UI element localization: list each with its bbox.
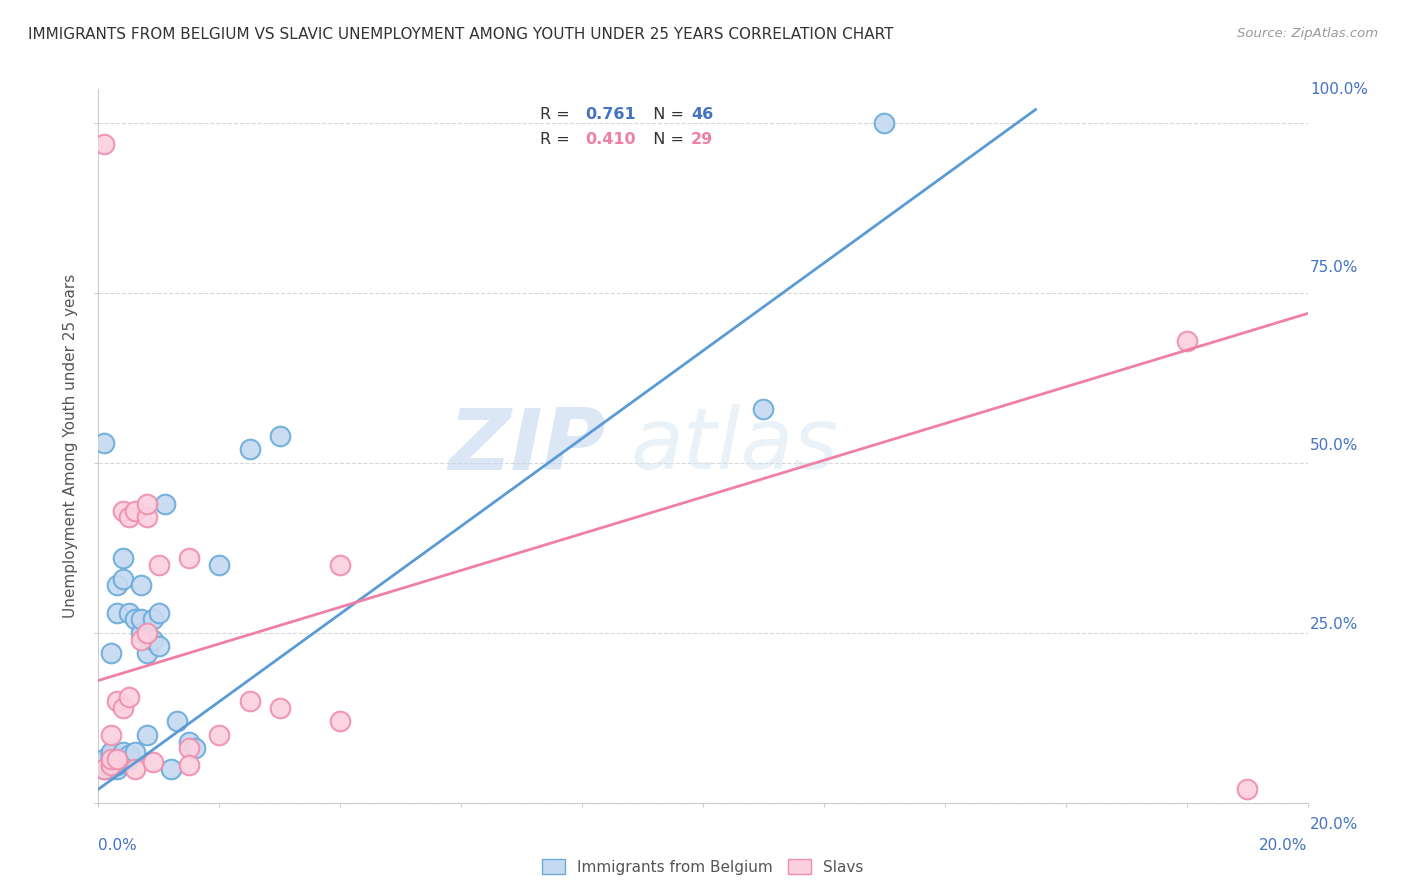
Point [93, 751, 115, 765]
Point [177, 758, 201, 772]
Point [105, 758, 128, 772]
Point [239, 694, 262, 708]
Text: 20.0%: 20.0% [1310, 817, 1358, 832]
Point [118, 606, 141, 620]
Text: 75.0%: 75.0% [1310, 260, 1358, 275]
Text: IMMIGRANTS FROM BELGIUM VS SLAVIC UNEMPLOYMENT AMONG YOUTH UNDER 25 YEARS CORREL: IMMIGRANTS FROM BELGIUM VS SLAVIC UNEMPL… [28, 27, 894, 42]
Point [111, 551, 134, 566]
Point [93, 762, 115, 776]
Point [118, 510, 141, 524]
Point [118, 751, 141, 765]
Point [148, 606, 170, 620]
Text: 29: 29 [690, 132, 713, 146]
Point [111, 755, 134, 769]
Point [1175, 334, 1198, 348]
Point [142, 612, 165, 626]
Point [269, 700, 291, 714]
Point [135, 510, 157, 524]
Point [100, 646, 122, 660]
Point [105, 762, 128, 776]
Point [1236, 782, 1258, 797]
Point [105, 578, 128, 592]
Point [100, 758, 122, 772]
Point [100, 758, 122, 772]
Point [269, 429, 291, 443]
Point [111, 503, 134, 517]
Point [208, 558, 231, 572]
Point [177, 741, 201, 756]
Y-axis label: Unemployment Among Youth under 25 years: Unemployment Among Youth under 25 years [63, 274, 79, 618]
Text: Source: ZipAtlas.com: Source: ZipAtlas.com [1237, 27, 1378, 40]
Point [93, 435, 115, 450]
Point [873, 116, 896, 130]
Point [105, 751, 128, 765]
Point [124, 762, 146, 776]
Point [160, 762, 183, 776]
Point [124, 612, 146, 626]
Text: 100.0%: 100.0% [1310, 82, 1368, 96]
Point [135, 646, 157, 660]
Point [135, 728, 157, 742]
Point [135, 497, 157, 511]
Text: 0.0%: 0.0% [98, 838, 138, 854]
Point [166, 714, 188, 729]
Point [239, 442, 262, 457]
Text: R =: R = [540, 107, 575, 121]
Point [124, 503, 146, 517]
Text: ZIP: ZIP [449, 404, 606, 488]
Point [100, 755, 122, 769]
Point [148, 558, 170, 572]
Point [208, 728, 231, 742]
Point [135, 626, 157, 640]
Point [100, 762, 122, 776]
Point [177, 551, 201, 566]
Point [129, 632, 152, 647]
Point [329, 714, 352, 729]
Point [105, 606, 128, 620]
Legend: Immigrants from Belgium, Slavs: Immigrants from Belgium, Slavs [536, 853, 870, 880]
Point [100, 728, 122, 742]
Point [129, 626, 152, 640]
Point [100, 751, 122, 765]
Point [105, 694, 128, 708]
Point [111, 572, 134, 586]
Point [184, 741, 207, 756]
Point [329, 558, 352, 572]
Point [111, 751, 134, 765]
Point [118, 748, 141, 763]
Point [111, 745, 134, 759]
Point [93, 762, 115, 776]
Text: 0.410: 0.410 [586, 132, 637, 146]
Point [129, 612, 152, 626]
Point [124, 745, 146, 759]
Point [177, 734, 201, 748]
Text: N =: N = [643, 107, 689, 121]
Text: R =: R = [540, 132, 575, 146]
Point [111, 700, 134, 714]
Point [105, 755, 128, 769]
Text: 25.0%: 25.0% [1310, 617, 1358, 632]
Point [105, 751, 128, 765]
Text: 0.761: 0.761 [586, 107, 637, 121]
Point [100, 748, 122, 763]
Text: N =: N = [643, 132, 689, 146]
Text: 46: 46 [690, 107, 713, 121]
Text: 20.0%: 20.0% [1260, 838, 1308, 854]
Point [93, 755, 115, 769]
Point [148, 640, 170, 654]
Text: atlas: atlas [630, 404, 838, 488]
Text: 50.0%: 50.0% [1310, 439, 1358, 453]
Point [142, 755, 165, 769]
Point [142, 632, 165, 647]
Point [118, 690, 141, 705]
Point [93, 136, 115, 151]
Point [100, 745, 122, 759]
Point [752, 401, 775, 416]
Point [129, 578, 152, 592]
Point [100, 751, 122, 765]
Point [153, 497, 176, 511]
